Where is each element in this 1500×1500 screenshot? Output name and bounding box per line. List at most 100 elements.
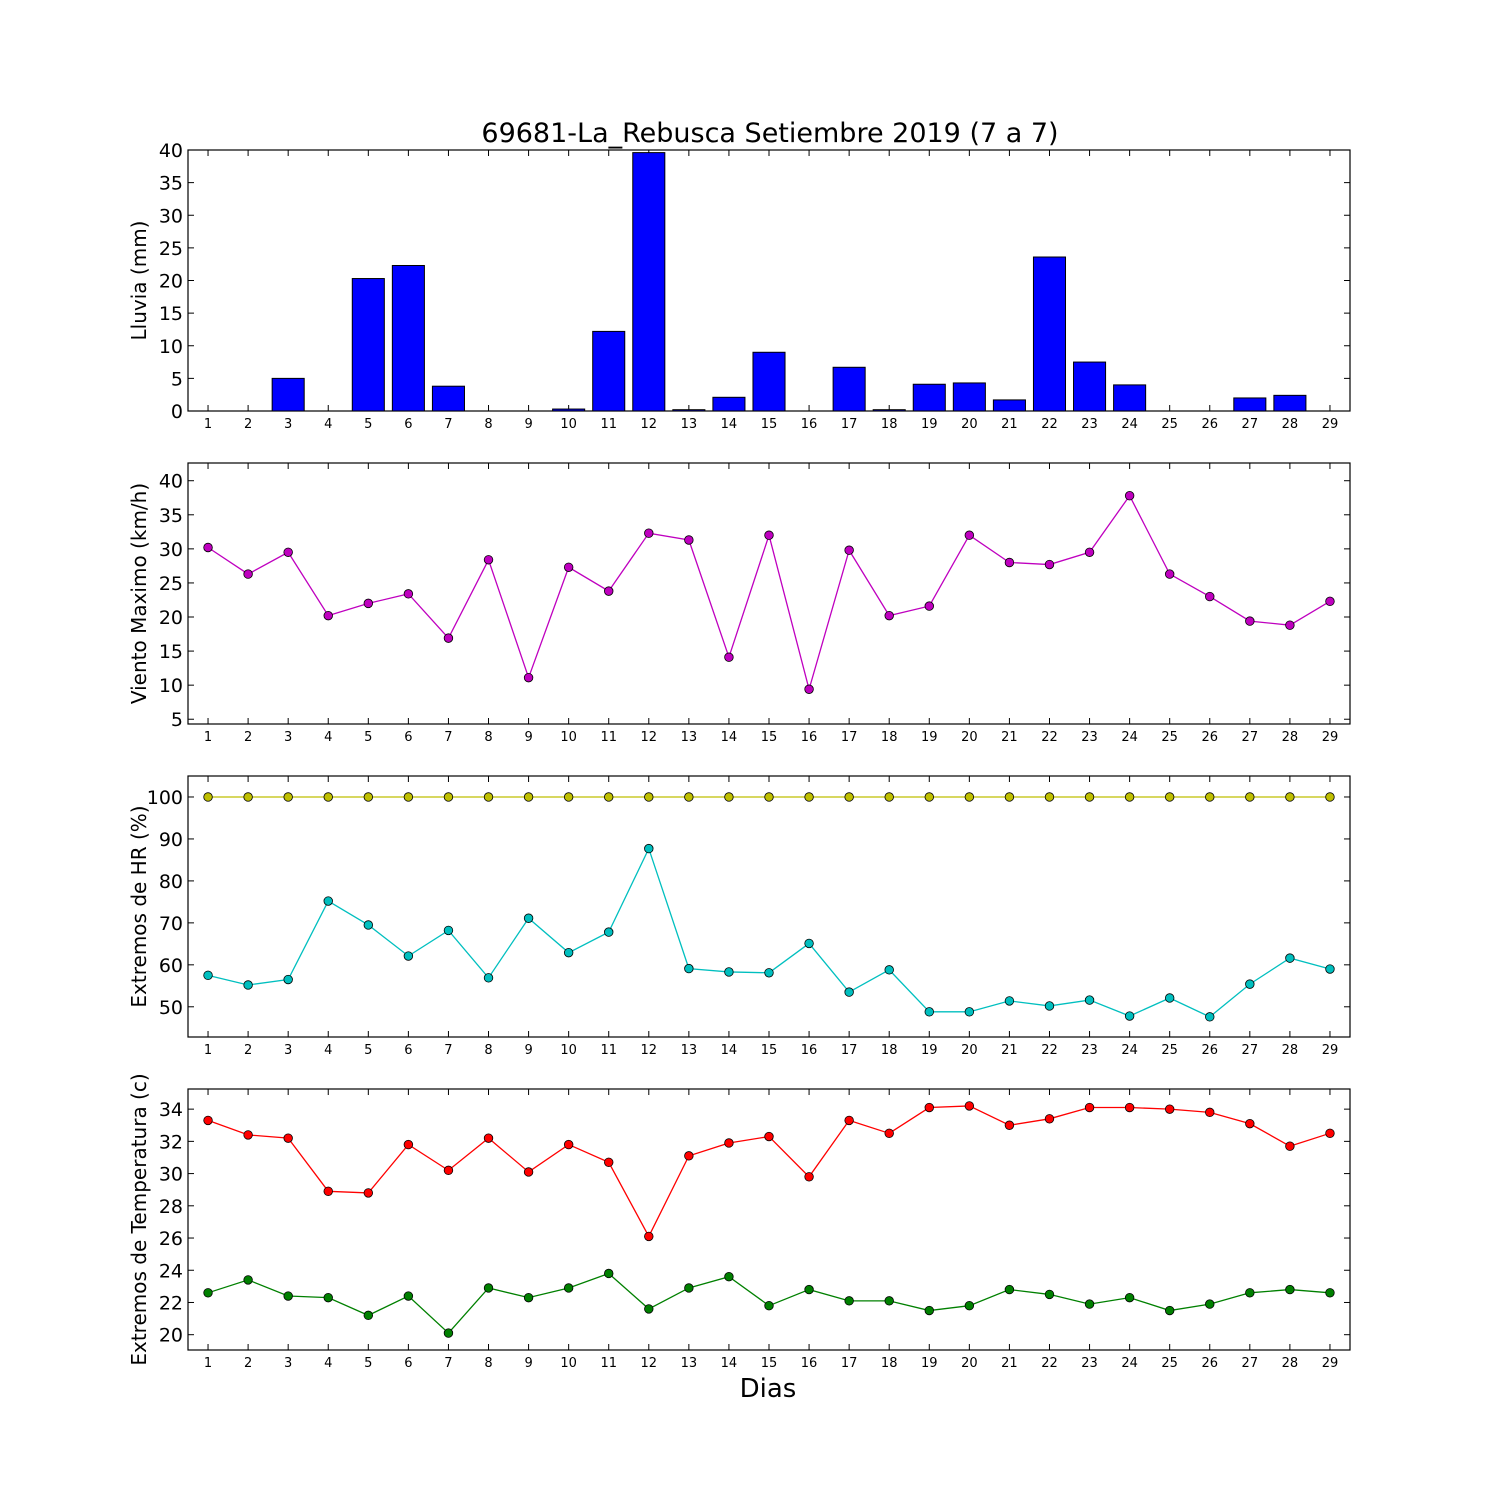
lluvia-x-tick-label: 10 (560, 417, 577, 432)
lluvia-bar (431, 385, 465, 412)
lluvia-bar (552, 408, 586, 412)
lluvia-y-tick-label: 0 (171, 401, 183, 423)
lluvia-y-tick-label: 40 (159, 140, 183, 162)
lluvia-x-tick-label: 9 (524, 417, 532, 432)
temperatura-series-0-point (283, 1133, 293, 1143)
humedad-x-tick-label: 29 (1322, 1043, 1339, 1058)
humedad-x-tick-label: 25 (1161, 1043, 1178, 1058)
figure-title: 69681-La_Rebusca Setiembre 2019 (7 a 7) (481, 118, 1058, 149)
viento-series-0-point (1084, 547, 1095, 557)
temperatura-series-0-point (1044, 1114, 1055, 1124)
temperatura-x-tick-label: 9 (524, 1356, 532, 1371)
humedad-x-tick-label: 18 (881, 1043, 898, 1058)
humedad-x-tick-label: 2 (244, 1043, 252, 1058)
lluvia-x-tick-label: 13 (681, 417, 698, 432)
lluvia-y-axis-label: Lluvia (mm) (127, 221, 151, 341)
viento-x-tick-label: 5 (364, 730, 372, 745)
temperatura-series-0-point (443, 1165, 454, 1176)
humedad-x-tick-label: 14 (721, 1043, 738, 1058)
viento-y-tick-label: 10 (159, 675, 183, 697)
humedad-x-tick-label: 13 (681, 1043, 698, 1058)
viento-series-0-point (924, 601, 934, 611)
humedad-plot-frame (187, 775, 1351, 1038)
humedad-x-tick-label: 11 (600, 1043, 617, 1058)
lluvia-bar (832, 366, 866, 412)
lluvia-y-tick-label: 5 (171, 368, 183, 390)
lluvia-x-tick-label: 29 (1322, 417, 1339, 432)
x-axis-label: Dias (740, 1374, 797, 1404)
viento-y-tick-label: 40 (159, 471, 183, 493)
humedad-y-tick-label: 80 (159, 871, 183, 893)
viento-y-tick-label: 30 (159, 539, 183, 561)
temperatura-series-1-point (604, 1268, 614, 1279)
viento-series-0-point (804, 684, 814, 694)
temperatura-x-tick-label: 16 (801, 1356, 818, 1371)
viento-x-tick-label: 13 (681, 730, 698, 745)
lluvia-x-tick-label: 6 (404, 417, 412, 432)
viento-series-0-point (483, 555, 494, 565)
humedad-series-1-point (563, 947, 574, 958)
temperatura-series-1-point (403, 1291, 414, 1301)
temperatura-y-tick-label: 34 (159, 1099, 183, 1121)
humedad-y-tick-label: 50 (159, 997, 183, 1019)
lluvia-x-tick-label: 12 (641, 417, 658, 432)
temperatura-series-1-point (1325, 1288, 1335, 1298)
temperatura-series-0-point (403, 1139, 414, 1150)
lluvia-x-tick-label: 15 (761, 417, 778, 432)
temperatura-series-0-point (1325, 1128, 1335, 1139)
temperatura-series-0-line (207, 1105, 1331, 1238)
lluvia-x-tick-label: 24 (1121, 417, 1138, 432)
temperatura-series-1-point (483, 1283, 494, 1293)
temperatura-series-0-point (363, 1188, 374, 1198)
temperatura-y-tick-label: 26 (159, 1228, 183, 1250)
viento-x-tick-label: 6 (404, 730, 412, 745)
temperatura-series-1-point (924, 1305, 934, 1316)
humedad-series-1-point (1285, 953, 1295, 963)
temperatura-series-1-point (844, 1296, 854, 1306)
humedad-y-tick-label: 70 (159, 913, 183, 935)
temperatura-series-0-point (523, 1167, 534, 1177)
temperatura-series-1-point (764, 1300, 774, 1311)
humedad-x-tick-label: 15 (761, 1043, 778, 1058)
lluvia-x-tick-label: 11 (600, 417, 617, 432)
temperatura-x-tick-label: 7 (444, 1356, 452, 1371)
humedad-x-tick-label: 10 (560, 1043, 577, 1058)
viento-series-0-point (1164, 569, 1175, 579)
temperatura-series-0-point (964, 1101, 975, 1111)
humedad-series-1-point (1325, 964, 1335, 974)
viento-series-0-point (243, 569, 253, 579)
lluvia-x-tick-label: 5 (364, 417, 372, 432)
temperatura-x-tick-label: 17 (841, 1356, 858, 1371)
viento-x-tick-label: 2 (244, 730, 252, 745)
viento-series-0-point (844, 545, 854, 555)
temperatura-x-tick-label: 25 (1161, 1356, 1178, 1371)
viento-x-tick-label: 19 (921, 730, 938, 745)
humedad-x-tick-label: 9 (524, 1043, 532, 1058)
viento-x-tick-label: 29 (1322, 730, 1339, 745)
humedad-series-0-point (884, 792, 894, 802)
lluvia-x-tick-label: 27 (1242, 417, 1259, 432)
lluvia-x-tick-label: 7 (444, 417, 452, 432)
humedad-series-1-point (924, 1007, 934, 1017)
humedad-series-1-point (1205, 1012, 1215, 1022)
temperatura-series-0-point (764, 1131, 774, 1142)
humedad-series-1-point (283, 974, 293, 985)
humedad-series-0-point (844, 792, 854, 802)
temperatura-series-0-point (323, 1186, 333, 1197)
humedad-series-1-point (804, 938, 814, 949)
humedad-x-tick-label: 6 (404, 1043, 412, 1058)
lluvia-y-tick-label: 30 (159, 205, 183, 227)
humedad-series-0-point (1004, 792, 1015, 802)
humedad-x-tick-label: 3 (284, 1043, 292, 1058)
temperatura-x-tick-label: 8 (484, 1356, 492, 1371)
humedad-x-tick-label: 21 (1001, 1043, 1018, 1058)
temperatura-series-1-point (964, 1300, 975, 1311)
temperatura-series-1-point (1285, 1284, 1295, 1295)
viento-series-0-line (207, 494, 1331, 692)
temperatura-series-0-point (1164, 1104, 1175, 1114)
humedad-series-0-point (724, 792, 734, 802)
humedad-x-tick-label: 19 (921, 1043, 938, 1058)
lluvia-bar (712, 396, 746, 412)
humedad-series-1-point (884, 965, 894, 975)
